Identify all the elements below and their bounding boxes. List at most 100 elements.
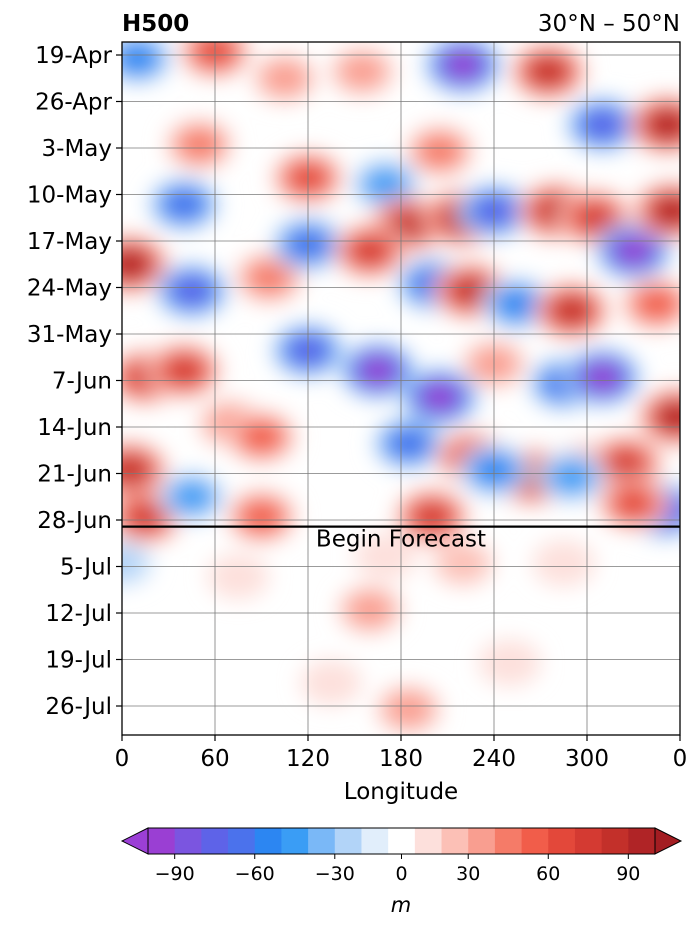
colorbar-segment <box>201 828 229 854</box>
anomaly-blob <box>359 357 396 384</box>
anomaly-blob <box>390 211 427 238</box>
forecast-marker: Begin Forecast <box>122 525 680 553</box>
colorbar-segment <box>388 828 416 854</box>
colorbar-tick-label: −90 <box>155 863 195 885</box>
anomaly-blob <box>300 659 362 706</box>
colorbar-segment <box>601 828 629 854</box>
colorbar-segment <box>441 828 469 854</box>
colorbar: −90 −60 −30 0 30 60 90 <box>120 827 683 885</box>
y-tick-label: 19-Jul <box>45 648 112 674</box>
anomaly-blob <box>348 593 392 626</box>
colorbar-tick-label: 90 <box>616 863 640 885</box>
anomaly-blob <box>452 277 489 305</box>
x-tick-label: 240 <box>472 746 516 772</box>
anomaly-blob <box>126 503 164 531</box>
anomaly-blob <box>122 456 149 484</box>
colorbar-segment <box>334 828 362 854</box>
y-tick-label: 21-Jun <box>37 462 112 488</box>
anomaly-blob <box>607 449 645 478</box>
colorbar-segment <box>521 828 549 854</box>
anomaly-blob <box>389 429 428 458</box>
colorbar-tick-label: 30 <box>456 863 480 885</box>
anomaly-blob <box>636 289 677 319</box>
anomaly-blob <box>530 58 567 85</box>
colorbar-segment <box>174 828 202 854</box>
colorbar-segment <box>281 828 309 854</box>
y-tick-label: 14-Jun <box>37 415 112 441</box>
colorbar-segment <box>468 828 496 854</box>
anomaly-blob <box>413 503 451 531</box>
colorbar-segment <box>628 828 656 854</box>
y-tick-label: 17-May <box>27 229 112 255</box>
colorbar-extend-high <box>654 827 683 855</box>
y-tick-label: 24-May <box>27 276 112 302</box>
anomaly-blob <box>615 237 652 264</box>
x-tick-label: 0 <box>115 746 130 772</box>
anomaly-blob <box>173 277 211 305</box>
y-tick-label: 19-Apr <box>35 43 112 69</box>
anomaly-blob <box>532 539 595 587</box>
y-tick-label: 12-Jul <box>45 601 112 627</box>
y-tick-label: 7-Jun <box>52 369 112 395</box>
region-label: 30°N – 50°N <box>538 11 680 37</box>
colorbar-segment <box>548 828 576 854</box>
anomaly-blob <box>553 297 590 324</box>
colorbar-tick-label: 60 <box>536 863 560 885</box>
colorbar-tick-label: 0 <box>395 863 407 885</box>
anomaly-blob <box>654 198 680 225</box>
anomaly-blob <box>418 136 461 167</box>
y-tick-label: 26-Jul <box>45 694 112 720</box>
grid-lines <box>122 42 680 735</box>
anomaly-blob <box>340 55 385 88</box>
anomaly-blob <box>178 129 221 160</box>
colorbar-segment <box>574 828 603 854</box>
colorbar-segment <box>254 828 282 854</box>
colorbar-extend-low <box>120 827 149 855</box>
colorbar-segment <box>414 828 442 854</box>
anomaly-blob <box>497 289 538 319</box>
anomaly-blob <box>122 43 158 73</box>
anomaly-blob <box>584 364 621 391</box>
anomaly-blob <box>122 544 147 582</box>
anomaly-blob <box>241 502 282 532</box>
anomaly-blob <box>576 204 614 232</box>
x-tick-label: 0 <box>673 746 688 772</box>
forecast-label: Begin Forecast <box>316 527 486 553</box>
colorbar-tick-label: −30 <box>315 863 355 885</box>
colorbar-label: m <box>391 893 411 917</box>
anomaly-blob <box>550 461 593 493</box>
y-axis: 19-Apr 26-Apr 3-May 10-May 17-May 24-May 31-Ma… <box>27 43 122 720</box>
anomaly-blob <box>248 262 291 293</box>
colorbar-segment <box>148 828 176 854</box>
y-tick-label: 26-Apr <box>35 90 112 116</box>
x-tick-label: 120 <box>286 746 330 772</box>
anomaly-blob <box>649 111 680 138</box>
anomaly-blob <box>478 639 541 687</box>
colorbar-segment <box>308 828 336 854</box>
anomaly-blob <box>171 481 213 512</box>
y-tick-label: 5-Jul <box>60 555 112 581</box>
colorbar-segment <box>361 828 389 854</box>
x-axis-label: Longitude <box>344 779 458 805</box>
x-tick-label: 180 <box>379 746 423 772</box>
x-tick-label: 300 <box>565 746 609 772</box>
anomaly-blob <box>165 356 203 385</box>
anomaly-blob <box>165 190 203 219</box>
anomaly-blob <box>614 489 653 518</box>
y-tick-label: 3-May <box>42 136 112 162</box>
anomaly-blob <box>421 384 458 411</box>
y-tick-label: 31-May <box>27 322 112 348</box>
anomaly-blob <box>351 237 389 265</box>
anomaly-blob <box>207 553 269 600</box>
colorbar-segment <box>494 828 522 854</box>
y-tick-label: 10-May <box>27 183 112 209</box>
anomaly-field <box>122 42 680 735</box>
colorbar-tick-label: −60 <box>235 863 275 885</box>
anomaly-blob <box>445 51 481 79</box>
anomaly-blob <box>583 111 622 139</box>
x-tick-label: 60 <box>200 746 229 772</box>
anomaly-blob <box>364 169 407 200</box>
anomaly-blob <box>386 693 431 726</box>
y-tick-label: 28-Jun <box>37 508 112 534</box>
